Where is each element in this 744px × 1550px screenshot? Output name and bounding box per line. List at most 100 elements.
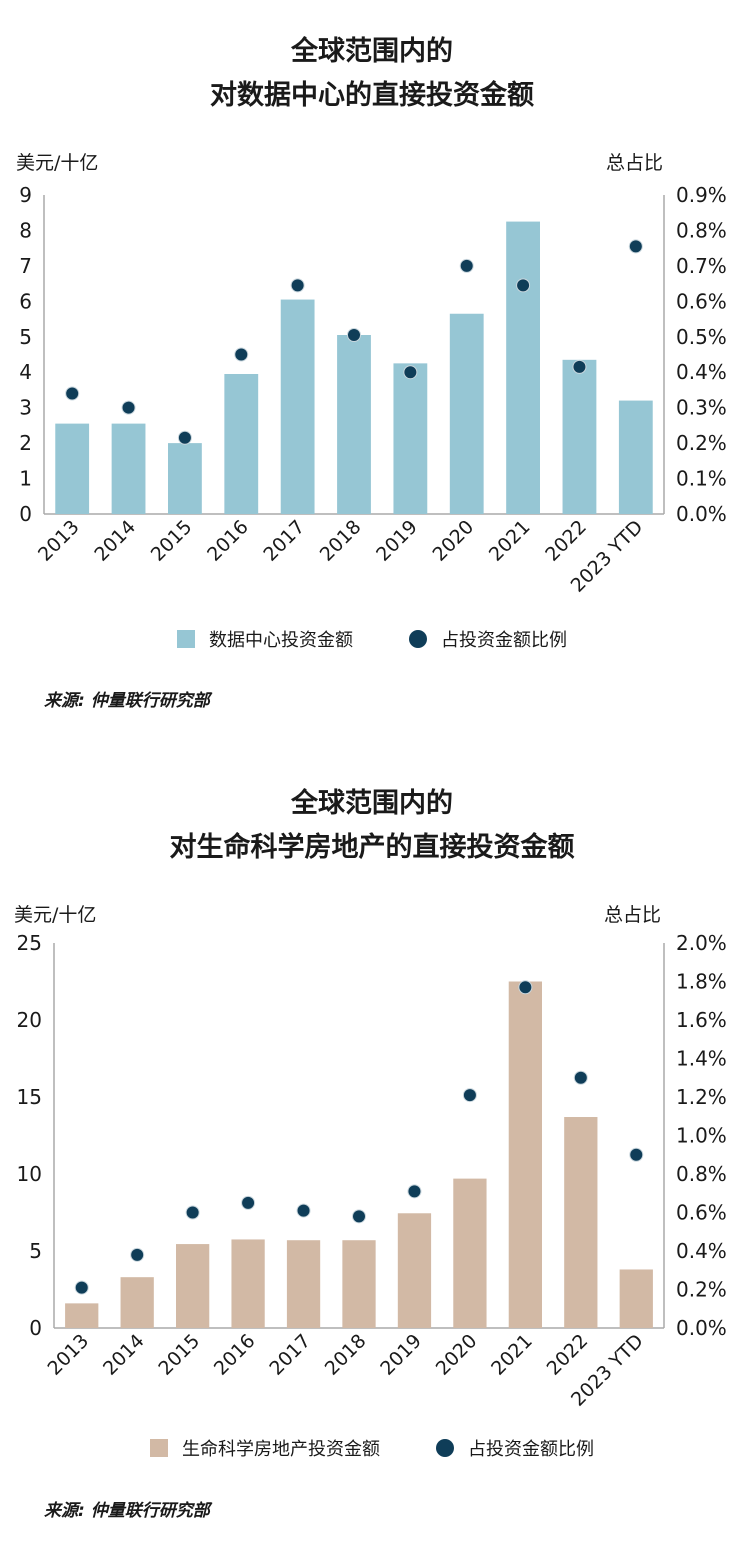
scatter-point [629, 1147, 644, 1162]
left-axis-unit: 美元/十亿 [16, 152, 99, 174]
legend-item-bar: 生命科学房地产投资金额 [150, 1435, 380, 1461]
y2-tick-label: 1.0% [676, 1124, 727, 1148]
right-axis-unit: 总占比 [606, 152, 664, 174]
x-tick-label: 2013 [44, 1330, 94, 1380]
scatter-point [185, 1205, 200, 1220]
chart-title-line-1: 全球范围内的 [291, 36, 453, 67]
legend-item-dot: 占投资金额比例 [409, 626, 567, 652]
left-axis-unit: 美元/十亿 [14, 904, 97, 926]
legend-dot-label: 占投资金额比例 [441, 630, 567, 651]
x-tick-label: 2015 [147, 516, 197, 566]
scatter-point [347, 328, 361, 343]
y-tick-label: 2 [19, 431, 32, 455]
x-tick-label: 2017 [265, 1330, 315, 1380]
y-tick-label: 25 [17, 931, 42, 955]
legend-dot-label: 占投资金额比例 [468, 1439, 594, 1460]
chart-block-life-sciences: 全球范围内的 对生命科学房地产的直接投资金额 美元/十亿 总占比 0 5 10 15 2… [0, 770, 744, 1550]
y-tick-label: 20 [17, 1008, 42, 1032]
y2-tick-label: 0.6% [676, 289, 727, 313]
y2-tick-label: 2.0% [676, 931, 727, 955]
scatter-point [572, 359, 587, 374]
y2-tick-label: 1.6% [676, 1008, 727, 1032]
scatter-point [234, 347, 249, 362]
legend-bar-swatch [177, 630, 195, 648]
y2-tick-label: 0.9% [676, 183, 727, 207]
x-tick-label: 2018 [321, 1330, 371, 1380]
chart-legend: 数据中心投资金额 占投资金额比例 [0, 626, 744, 652]
y-tick-label: 5 [29, 1239, 42, 1263]
scatter-point [65, 386, 80, 401]
y-tick-label: 0 [19, 502, 32, 526]
y2-tick-label: 1.4% [676, 1047, 727, 1071]
bar [562, 359, 597, 514]
scatter-point [462, 1088, 477, 1103]
bar [342, 1240, 376, 1328]
x-tick-label: 2017 [259, 516, 309, 566]
chart-title: 全球范围内的 对数据中心的直接投资金额 [0, 30, 744, 118]
bar [231, 1239, 265, 1328]
legend-item-dot: 占投资金额比例 [436, 1435, 594, 1461]
y2-tick-label: 0.8% [676, 1162, 727, 1186]
scatter-point [516, 278, 531, 293]
bar [65, 1303, 99, 1328]
legend-bar-swatch [150, 1439, 168, 1457]
scatter-point [407, 1184, 422, 1199]
y2-tick-label: 0.4% [676, 360, 727, 384]
bar [564, 1117, 598, 1328]
chart-legend: 生命科学房地产投资金额 占投资金额比例 [0, 1435, 744, 1461]
scatter-point [403, 365, 418, 380]
x-tick-label: 2020 [429, 516, 479, 566]
x-tick-label: 2016 [203, 516, 253, 566]
source-note: 来源: 仲量联行研究部 [44, 1501, 210, 1521]
legend-bar-label: 数据中心投资金额 [209, 630, 353, 651]
y2-tick-label: 1.2% [676, 1085, 727, 1109]
scatter-point [518, 980, 533, 995]
bar [111, 423, 146, 514]
chart-title-line-2: 对生命科学房地产的直接投资金额 [169, 832, 575, 863]
chart-plot-area: 0 5 10 15 20 25 0.0% 0.2% 0.4% 0.6% 0.8% 1.0% 1.2% 1.… [17, 931, 727, 1411]
y-tick-label: 15 [17, 1085, 42, 1109]
legend-dot-marker [436, 1439, 454, 1457]
x-tick-label: 2022 [541, 516, 591, 566]
x-tick-label: 2018 [316, 516, 366, 566]
y-tick-label: 8 [19, 218, 32, 242]
bar [286, 1240, 321, 1328]
scatter-point [290, 278, 305, 293]
legend-dot-marker [409, 630, 427, 648]
bar [453, 1178, 487, 1328]
bar [120, 1277, 154, 1328]
y2-tick-label: 0.4% [676, 1239, 727, 1263]
bar [397, 1213, 432, 1328]
y2-tick-label: 0.6% [676, 1201, 727, 1225]
scatter-point [573, 1070, 588, 1085]
bar [508, 981, 542, 1328]
y2-tick-label: 0.8% [676, 218, 727, 242]
x-tick-label: 2013 [34, 516, 84, 566]
x-tick-label: 2019 [376, 1330, 426, 1380]
bar [168, 443, 202, 514]
x-tick-label: 2014 [99, 1330, 149, 1380]
y-tick-label: 4 [19, 360, 32, 384]
y-tick-label: 1 [19, 467, 32, 491]
scatter-point [241, 1195, 256, 1210]
chart-title: 全球范围内的 对生命科学房地产的直接投资金额 [0, 782, 744, 870]
scatter-point [74, 1280, 89, 1295]
bar [506, 221, 540, 515]
y2-tick-label: 0.1% [676, 467, 727, 491]
y-tick-label: 7 [19, 254, 32, 278]
x-tick-label: 2015 [154, 1330, 204, 1380]
bar [176, 1244, 210, 1328]
x-tick-label: 2021 [487, 1330, 537, 1380]
x-tick-label: 2022 [543, 1330, 593, 1380]
y-tick-label: 0 [29, 1316, 42, 1340]
chart-title-line-2: 对数据中心的直接投资金额 [210, 80, 534, 111]
bar [449, 313, 484, 514]
bar [224, 373, 259, 514]
y2-tick-label: 0.7% [676, 254, 727, 278]
legend-bar-label: 生命科学房地产投资金额 [182, 1439, 380, 1460]
bar [393, 363, 428, 514]
scatter-point [177, 430, 192, 445]
y2-tick-label: 0.0% [676, 502, 727, 526]
scatter-point [628, 239, 643, 254]
bar [619, 1269, 653, 1328]
